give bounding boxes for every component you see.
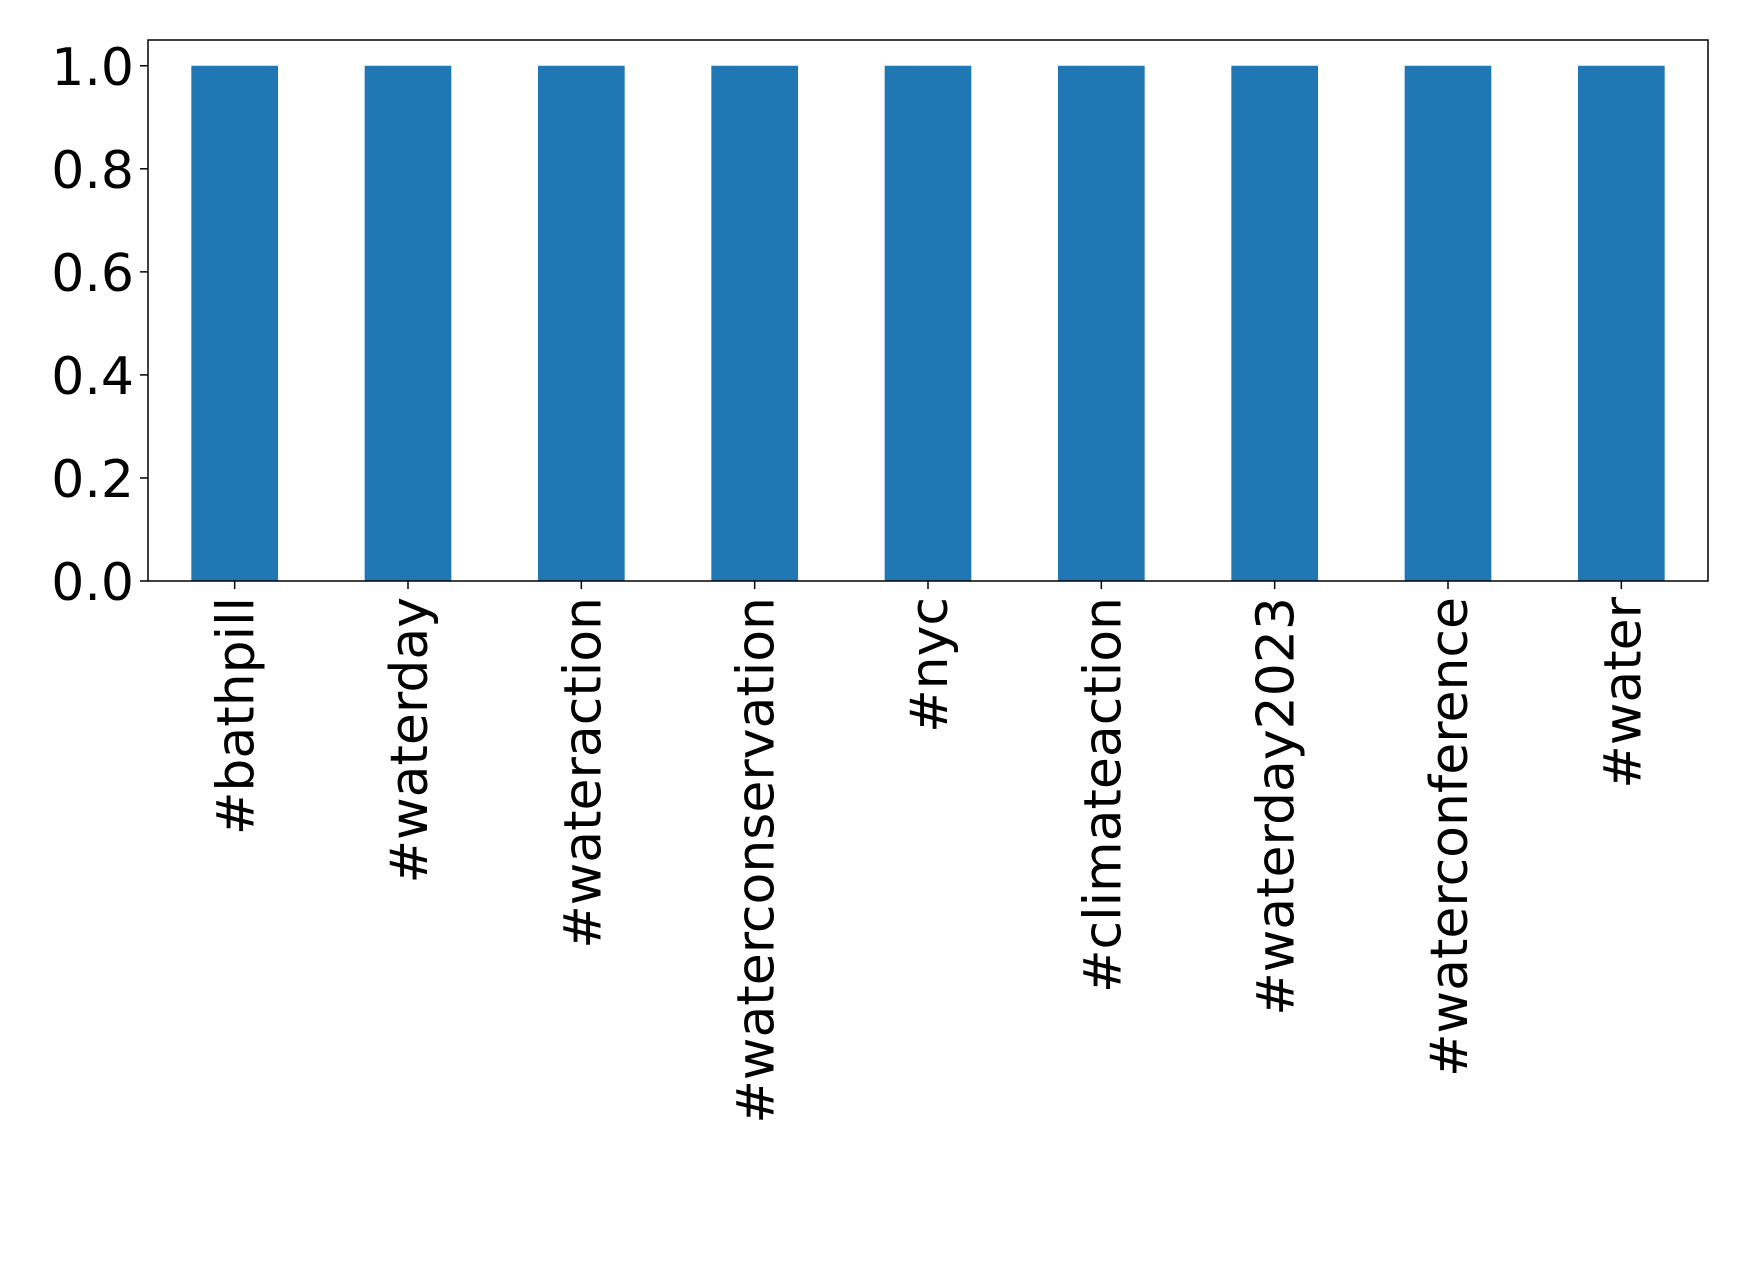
y-tick-label: 0.6	[51, 244, 134, 304]
x-tick-label: #water	[1593, 596, 1653, 788]
y-tick-label: 0.8	[51, 141, 134, 201]
x-tick-label: #waterconservation	[727, 597, 787, 1124]
x-tick-label: #wateraction	[553, 597, 613, 949]
plot-frame	[147, 39, 1709, 582]
bar	[1404, 65, 1492, 581]
bar	[1231, 65, 1318, 581]
y-tick-label: 0.4	[51, 347, 134, 407]
y-tick-label: 0.0	[51, 553, 134, 613]
bar	[711, 65, 798, 581]
bar	[1058, 65, 1145, 581]
bar	[364, 65, 452, 581]
bar	[884, 65, 972, 581]
bar	[1578, 65, 1665, 581]
x-tick-label: #waterday2023	[1247, 597, 1307, 1016]
x-tick-label: #nyc	[900, 597, 960, 733]
x-tick-label: #bathpill	[207, 597, 267, 835]
x-tick-label: #waterconference	[1420, 597, 1480, 1077]
bar	[191, 65, 278, 581]
x-tick-label: #waterday	[380, 597, 440, 883]
bar	[538, 65, 625, 581]
y-tick-label: 0.2	[51, 450, 134, 510]
x-tick-label: #climateaction	[1073, 597, 1133, 993]
y-tick-label: 1.0	[51, 38, 134, 98]
